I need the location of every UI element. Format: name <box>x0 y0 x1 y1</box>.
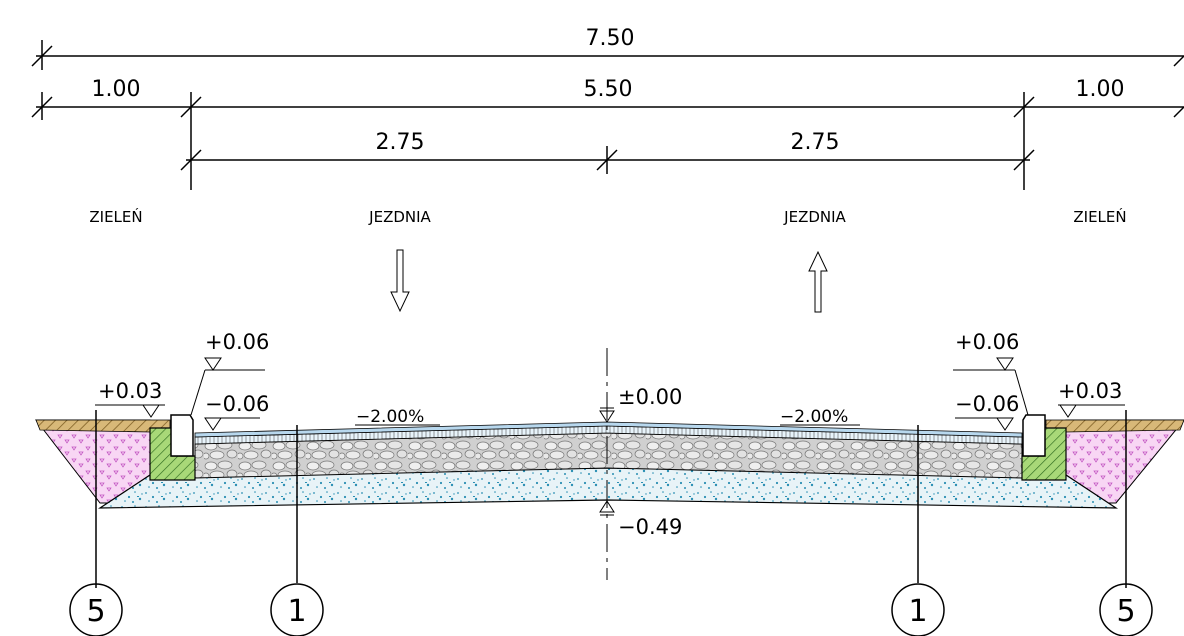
slope-left-label: −2.00% <box>356 407 424 427</box>
dimension-row-3: 2.75 2.75 <box>180 130 1035 174</box>
elev-left-verge-label: +0.03 <box>98 379 162 403</box>
curb-right <box>1022 414 1046 457</box>
zone-left-green: ZIELEŃ <box>89 207 142 226</box>
slope-left: −2.00% <box>355 407 440 427</box>
dimension-row-2: 1.00 5.50 1.00 <box>31 77 1184 190</box>
elev-marker-axis-bottom: −0.49 <box>599 500 682 539</box>
elev-left-gutter-label: −0.06 <box>205 392 269 416</box>
callout-3-label: 1 <box>908 594 927 629</box>
direction-up-arrow-icon <box>808 250 828 313</box>
dim-right-lane-label: 2.75 <box>791 130 840 155</box>
elev-left-curb-label: +0.06 <box>205 330 269 354</box>
slope-right-label: −2.00% <box>780 407 848 427</box>
elev-right-gutter-label: −0.06 <box>955 392 1019 416</box>
dim-left-verge-label: 1.00 <box>92 77 141 102</box>
zone-left-lane: JEZDNIA <box>368 208 431 226</box>
elev-right-curb-label: +0.06 <box>955 330 1019 354</box>
elev-marker-right-gutter: −0.06 <box>955 392 1019 431</box>
callout-2-label: 1 <box>287 594 306 629</box>
dim-left-lane-label: 2.75 <box>376 130 425 155</box>
direction-down-arrow-icon <box>390 249 410 313</box>
elev-marker-axis-top: ±0.00 <box>599 385 682 423</box>
callout-circle-2: 1 <box>270 583 324 636</box>
callout-circle-1: 5 <box>69 583 123 636</box>
zone-right-green: ZIELEŃ <box>1073 207 1126 226</box>
dim-total-label: 7.50 <box>586 26 635 51</box>
elev-marker-right-verge: +0.03 <box>1058 379 1125 418</box>
elev-right-verge-label: +0.03 <box>1058 379 1122 403</box>
dim-carriageway-label: 5.50 <box>584 77 633 102</box>
elev-marker-right-curb: +0.06 <box>953 330 1029 416</box>
elev-marker-left-gutter: −0.06 <box>204 392 269 431</box>
elev-marker-left-curb: +0.06 <box>190 330 269 416</box>
elev-axis-bottom-label: −0.49 <box>618 515 682 539</box>
callout-4-label: 5 <box>1116 594 1135 629</box>
zone-right-lane: JEZDNIA <box>783 208 846 226</box>
topsoil-right <box>1045 419 1184 433</box>
callout-circle-4: 5 <box>1099 583 1153 636</box>
callout-circle-3: 1 <box>891 583 945 636</box>
dimension-total: 7.50 <box>31 26 1184 70</box>
curb-left <box>170 414 194 457</box>
slope-right: −2.00% <box>780 407 860 427</box>
dim-right-verge-label: 1.00 <box>1076 77 1125 102</box>
elev-marker-left-verge: +0.03 <box>95 379 165 418</box>
callout-1-label: 5 <box>86 594 105 629</box>
elev-axis-top-label: ±0.00 <box>618 385 682 409</box>
